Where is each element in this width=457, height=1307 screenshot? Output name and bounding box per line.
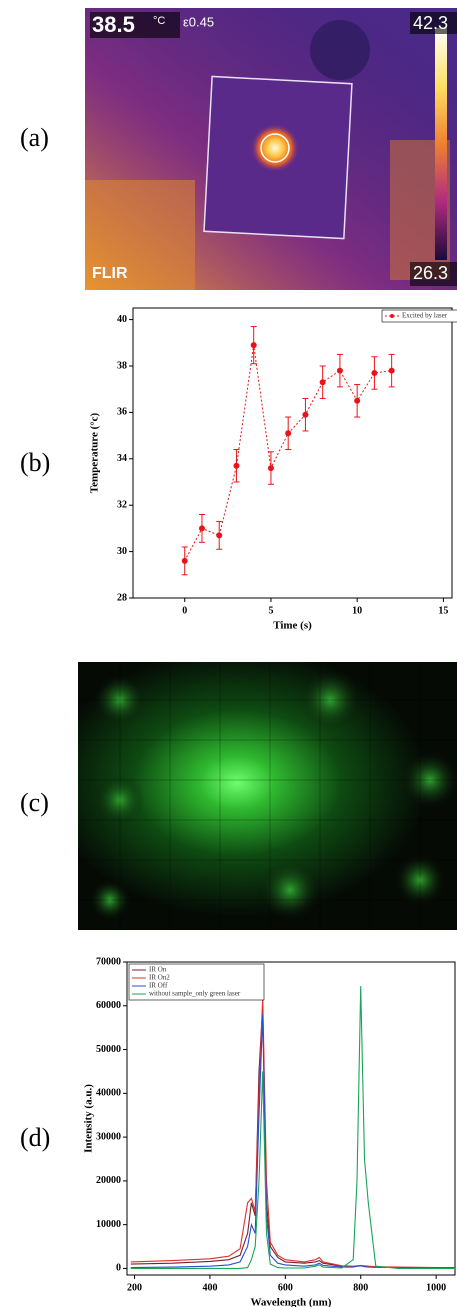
x-tick-label: 10 [352,605,362,616]
brand: FLIR [92,265,128,282]
speckle-image [78,662,457,930]
x-axis-label: Wavelength (nm) [251,1297,332,1307]
x-tick-label: 15 [438,605,448,616]
x-tick-label: 400 [202,1282,217,1293]
data-line [130,986,455,1269]
x-tick-label: 5 [268,605,273,616]
x-tick-label: 1000 [426,1282,446,1293]
data-point [354,397,361,404]
y-axis-label: Intensity (a.u.) [83,1084,95,1153]
data-point [181,557,188,564]
y-tick-label: 30 [117,546,127,557]
y-tick-label: 40 [117,314,127,325]
legend-label: IR On2 [149,974,170,982]
scale-min: 26.3 [413,263,448,283]
y-tick-label: 10000 [96,1219,121,1230]
data-point [302,411,309,418]
y-tick-label: 32 [117,499,127,510]
legend-box [381,309,457,323]
panel-label: (c) [20,788,49,817]
panel-label: (b) [20,448,50,477]
data-point [336,367,343,374]
y-tick-label: 0 [116,1263,121,1274]
panel-label: (d) [20,1123,50,1152]
temperature: 38.5 [92,12,135,37]
legend-box [128,963,265,1001]
x-tick-label: 800 [353,1282,368,1293]
x-tick-label: 0 [182,605,187,616]
y-tick-label: 30000 [96,1131,121,1142]
data-line [130,996,455,1269]
scale-max: 42.3 [413,13,448,33]
x-axis-label: Time (s) [273,620,312,632]
data-point [267,465,274,472]
y-tick-label: 40000 [96,1088,121,1099]
y-tick-label: 36 [117,407,127,418]
data-line [130,1005,455,1269]
legend-label: Excited by laser [402,312,448,320]
y-tick-label: 38 [117,360,127,371]
y-axis-label: Temperature (°c) [89,412,101,493]
data-point [319,379,326,386]
y-tick-label: 28 [117,592,127,603]
data-point [388,367,395,374]
plot-frame [132,307,453,599]
emissivity: ε0.45 [183,14,214,29]
y-tick-label: 60000 [96,1000,121,1011]
legend-label: without sample_only green laser [149,990,241,998]
data-point [198,525,205,532]
thermal-image: 38.5 °C ε0.45 42.3 26.3 FLIR [85,8,457,290]
data-point [285,430,292,437]
y-tick-label: 34 [117,453,127,464]
temperature-unit: °C [153,15,165,27]
data-point [233,462,240,469]
plot-frame [126,961,456,1276]
y-tick-label: 70000 [96,956,121,967]
y-tick-label: 20000 [96,1175,121,1186]
legend-marker [390,314,394,318]
panel-label: (a) [20,123,49,152]
data-line [184,345,392,562]
y-tick-label: 50000 [96,1044,121,1055]
data-point [371,369,378,376]
data-point [216,532,223,539]
x-tick-label: 600 [278,1282,293,1293]
data-line [130,1014,455,1269]
legend-label: IR On [149,966,167,974]
x-tick-label: 200 [127,1282,142,1293]
legend-label: IR Off [149,982,168,990]
data-point [250,342,257,349]
